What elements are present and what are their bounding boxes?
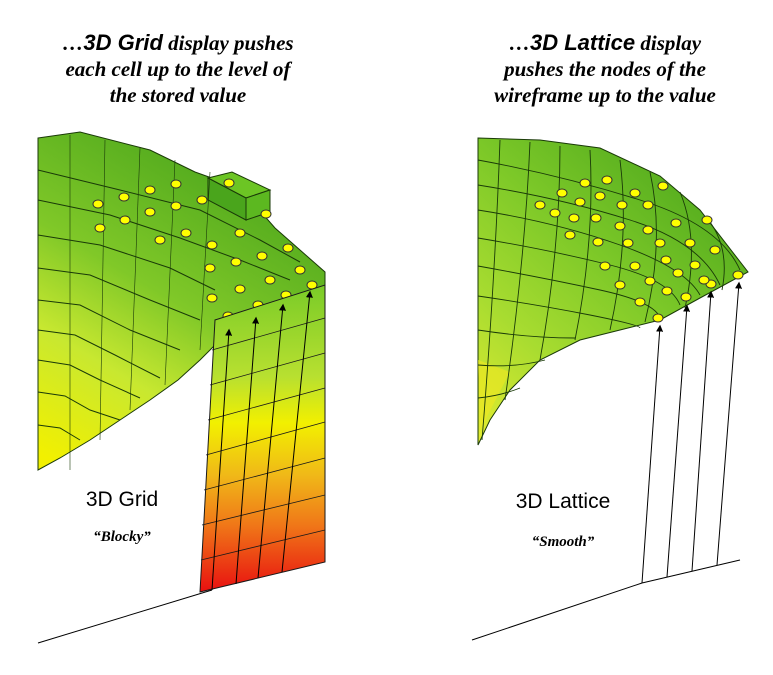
lattice-surface <box>477 137 749 446</box>
lattice-caption: …3D Lattice display pushes the nodes of … <box>440 30 770 108</box>
lattice-caption-line-2: pushes the nodes of the <box>504 57 706 81</box>
grid-value-column <box>199 284 326 593</box>
lattice-caption-prefix: … <box>508 31 530 55</box>
grid-title: 3D Grid <box>85 488 159 511</box>
grid-subtitle: “Blocky” <box>93 529 151 545</box>
grid-caption-line-1-rest: display pushes <box>162 31 294 55</box>
grid-caption: …3D Grid display pushes each cell up to … <box>8 30 348 108</box>
lattice-caption-line-1-rest: display <box>635 31 702 55</box>
lattice-caption-line-3: wireframe up to the value <box>494 83 716 107</box>
grid-caption-prefix: … <box>62 31 84 55</box>
grid-arrows <box>37 290 313 644</box>
grid-caption-line-1: …3D Grid display pushes <box>8 30 348 56</box>
lattice-caption-emphasis: 3D Lattice <box>529 30 636 55</box>
lattice-arrows <box>471 281 743 641</box>
grid-surface <box>37 131 326 471</box>
lattice-title: 3D Lattice <box>515 490 611 513</box>
grid-caption-line-2: each cell up to the level of <box>65 57 291 81</box>
lattice-value-nodes <box>534 175 744 323</box>
lattice-caption-line-1: …3D Lattice display <box>440 30 770 56</box>
lattice-subtitle: “Smooth” <box>531 534 595 550</box>
grid-caption-line-3: the stored value <box>109 83 247 107</box>
grid-caption-emphasis: 3D Grid <box>83 30 163 55</box>
